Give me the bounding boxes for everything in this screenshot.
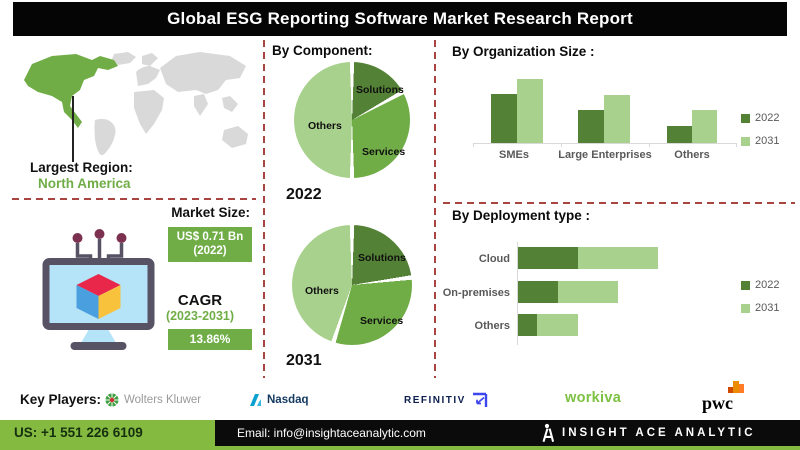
cagr-badge: 13.86% (168, 329, 252, 350)
dep-segment-others-2022 (518, 314, 537, 336)
logo-pwc: pwc (702, 378, 764, 414)
pie-slice-label: Solutions (356, 84, 404, 96)
pwc-icon (728, 381, 744, 393)
org-category-smes: SMEs (499, 149, 529, 161)
legend-label: 2031 (755, 302, 780, 314)
pie-chart-2031: Solutions Services Others (292, 225, 412, 345)
pie-slice-label: Others (305, 285, 339, 297)
legend-label: 2031 (755, 135, 780, 147)
logo-wolters-kluwer: Wolters Kluwer (105, 393, 201, 407)
bar-large-enterprises-2022 (578, 110, 604, 143)
pie-year-2031: 2031 (286, 352, 322, 369)
pie-chart-2022: Solutions Services Others (294, 62, 410, 178)
pie-slice-label: Others (308, 120, 342, 132)
region-callout-line (72, 96, 74, 162)
footer-black-panel: Email: info@insightaceanalytic.com INSIG… (215, 420, 800, 446)
nasdaq-icon (250, 394, 261, 406)
dep-bar-others (518, 314, 578, 336)
dep-bar-on-premises (518, 281, 618, 303)
dep-segment-on-premises-2022 (518, 281, 558, 303)
pwc-text: pwc (702, 393, 733, 413)
dep-legend-2022: 2022 (741, 279, 779, 291)
brand-logo: INSIGHT ACE ANALYTIC (540, 420, 756, 446)
refinitiv-icon (472, 392, 488, 407)
logo-workiva: workiva (565, 390, 621, 406)
org-legend-2031: 2031 (741, 135, 779, 147)
largest-region-label: Largest Region: (30, 160, 133, 175)
computer-monitor-icon (42, 229, 155, 350)
axis-tick (649, 143, 650, 147)
dep-segment-cloud-2031 (578, 247, 658, 269)
by-component-heading: By Component: (272, 43, 373, 58)
bar-smes-2031 (517, 79, 543, 143)
pie-slice-label: Solutions (358, 252, 406, 264)
dep-category-on-premises: On-premises (442, 287, 510, 299)
dep-bar-cloud (518, 247, 658, 269)
divider-horizontal-left (12, 198, 256, 200)
wolters-kluwer-icon (105, 393, 119, 407)
market-size-label: Market Size: (171, 205, 250, 220)
refinitiv-text: REFINITIV (404, 394, 466, 406)
footer-email: Email: info@insightaceanalytic.com (237, 426, 426, 440)
cagr-period: (2023-2031) (165, 309, 235, 323)
nasdaq-text: Nasdaq (267, 394, 309, 406)
legend-swatch-2031 (741, 136, 750, 146)
market-size-value: US$ 0.71 Bn (176, 231, 244, 243)
pie-slice-label: Services (362, 146, 406, 158)
pie-slice-label: Services (360, 315, 404, 327)
divider-horizontal-right (443, 202, 795, 204)
legend-swatch-2022 (741, 113, 750, 123)
divider-vertical-right (434, 40, 436, 378)
largest-region-value: North America (38, 176, 131, 191)
dep-segment-on-premises-2031 (558, 281, 618, 303)
divider-vertical-left (263, 40, 265, 378)
legend-swatch-2031 (741, 303, 750, 313)
page-title: Global ESG Reporting Software Market Res… (167, 9, 633, 28)
workiva-text: workiva (565, 390, 622, 406)
world-map (24, 52, 248, 156)
insight-ace-icon (542, 423, 554, 443)
dep-segment-others-2031 (537, 314, 578, 336)
footer-phone: US: +1 551 226 6109 (14, 425, 143, 440)
dep-y-axis (517, 242, 518, 345)
market-size-badge: US$ 0.71 Bn (2022) (168, 227, 252, 262)
north-america-highlight (24, 54, 118, 128)
dep-category-others: Others (474, 320, 510, 332)
axis-tick (736, 143, 737, 147)
footer-green-strip (215, 446, 800, 450)
key-players-label: Key Players: (20, 392, 102, 407)
logo-nasdaq: Nasdaq (249, 393, 309, 407)
wolters-kluwer-text: Wolters Kluwer (124, 394, 202, 406)
bar-others-2031 (692, 110, 717, 143)
legend-label: 2022 (755, 279, 780, 291)
title-bar: Global ESG Reporting Software Market Res… (13, 2, 787, 36)
org-legend-2022: 2022 (741, 112, 779, 124)
market-size-year: (2022) (193, 245, 227, 258)
bar-large-enterprises-2031 (604, 95, 630, 143)
cagr-label: CAGR (177, 292, 223, 309)
bar-smes-2022 (491, 94, 517, 143)
logo-refinitiv: REFINITIV (404, 392, 488, 408)
dep-category-cloud: Cloud (478, 253, 510, 265)
legend-swatch-2022 (741, 280, 750, 290)
dep-legend-2031: 2031 (741, 302, 779, 314)
pie-year-2022: 2022 (286, 186, 322, 203)
footer-phone-panel: US: +1 551 226 6109 (0, 420, 215, 450)
org-category-large-enterprises: Large Enterprises (558, 149, 652, 161)
axis-tick (561, 143, 562, 147)
legend-label: 2022 (755, 112, 780, 124)
bar-others-2022 (667, 126, 692, 143)
org-category-others: Others (674, 149, 710, 161)
axis-tick (473, 143, 474, 147)
org-x-axis (473, 143, 736, 144)
by-organization-heading: By Organization Size : (452, 44, 595, 59)
dep-segment-cloud-2022 (518, 247, 578, 269)
by-deployment-heading: By Deployment type : (452, 208, 591, 223)
brand-name: INSIGHT ACE ANALYTIC (562, 427, 756, 439)
